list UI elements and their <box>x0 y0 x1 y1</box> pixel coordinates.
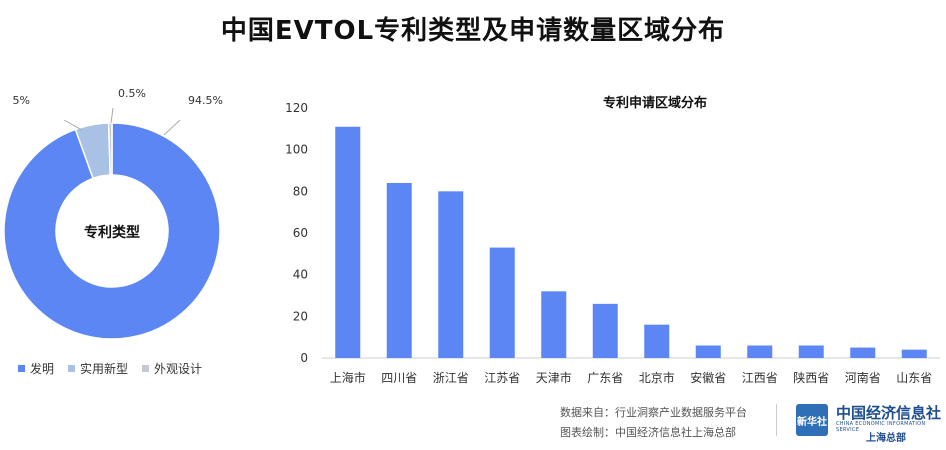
bar-8 <box>747 345 773 358</box>
bar-11 <box>901 349 927 358</box>
donut-label-design: 0.5% <box>118 87 146 100</box>
x-tick-label: 广东省 <box>587 371 623 385</box>
data-source: 数据来自：行业洞察产业数据服务平台 <box>560 406 747 419</box>
bar-2 <box>438 191 464 358</box>
chart-producer: 图表绘制：中国经济信息社上海总部 <box>560 426 736 439</box>
bar-1 <box>386 183 412 358</box>
bar-0 <box>335 126 361 358</box>
legend-item-utility: 实用新型 <box>68 360 128 377</box>
bar-4 <box>541 291 567 358</box>
bar-7 <box>695 345 721 358</box>
legend-label-invention: 发明 <box>30 362 55 376</box>
bar-5 <box>592 303 618 358</box>
donut-leader-utility <box>63 119 83 131</box>
x-tick-label: 上海市 <box>330 370 366 385</box>
legend-label-design: 外观设计 <box>154 362 203 376</box>
donut-label-invention: 94.5% <box>188 94 223 107</box>
legend-item-design: 外观设计 <box>142 360 202 377</box>
bar-3 <box>489 247 515 358</box>
x-tick-label: 浙江省 <box>433 371 469 385</box>
bar-chart: 专利申请区域分布 0 20 40 60 80 100 120 上海市 四川省 浙江省 江苏省 天津市 广东… <box>285 95 940 385</box>
y-tick-label: 20 <box>293 309 308 323</box>
x-tick-label: 四川省 <box>381 371 417 385</box>
x-tick-label: 河南省 <box>845 370 881 385</box>
y-tick-label: 120 <box>285 101 308 115</box>
donut-label-utility: 5% <box>13 94 30 107</box>
x-tick-label: 陕西省 <box>793 370 829 385</box>
page-title: 中国EVTOL专利类型及申请数量区域分布 <box>220 16 726 46</box>
x-tick-label: 江苏省 <box>484 371 520 385</box>
bar-6 <box>644 324 670 358</box>
bar-9 <box>798 345 824 358</box>
legend-label-utility: 实用新型 <box>80 362 129 376</box>
y-tick-label: 80 <box>293 184 308 198</box>
legend-swatch-utility <box>68 365 76 372</box>
x-tick-label: 安徽省 <box>690 370 726 385</box>
y-tick-label: 0 <box>300 351 308 365</box>
y-tick-label: 40 <box>293 268 308 282</box>
donut-legend: 发明 实用新型 外观设计 <box>18 360 202 377</box>
xinhua-logo: 新华社 <box>796 404 828 436</box>
y-tick-label: 60 <box>293 226 308 240</box>
bar-chart-title: 专利申请区域分布 <box>603 95 707 111</box>
ceis-logo-text: 中国经济信息社 <box>836 404 942 422</box>
donut-slice-invention <box>3 122 221 340</box>
x-tick-label: 北京市 <box>639 370 675 385</box>
x-tick-label: 天津市 <box>536 370 572 385</box>
legend-item-invention: 发明 <box>18 360 54 377</box>
donut-chart: 94.5% 5% 0.5% 专利类型 <box>3 87 223 340</box>
x-tick-label: 江西省 <box>742 371 778 385</box>
donut-slice-design <box>107 122 113 176</box>
bar-10 <box>850 347 876 358</box>
legend-swatch-invention <box>18 365 25 372</box>
donut-leader-invention <box>163 119 181 136</box>
donut-center-title: 专利类型 <box>84 224 140 241</box>
ceis-logo-english: CHINA ECONOMIC INFORMATION SERVICE <box>836 421 926 433</box>
y-tick-label: 100 <box>285 143 308 157</box>
legend-swatch-design <box>142 365 150 372</box>
donut-leader-design <box>110 107 114 124</box>
x-tick-label: 山东省 <box>896 371 932 385</box>
footer-divider <box>776 404 777 436</box>
ceis-logo-sub: 上海总部 <box>866 433 906 444</box>
